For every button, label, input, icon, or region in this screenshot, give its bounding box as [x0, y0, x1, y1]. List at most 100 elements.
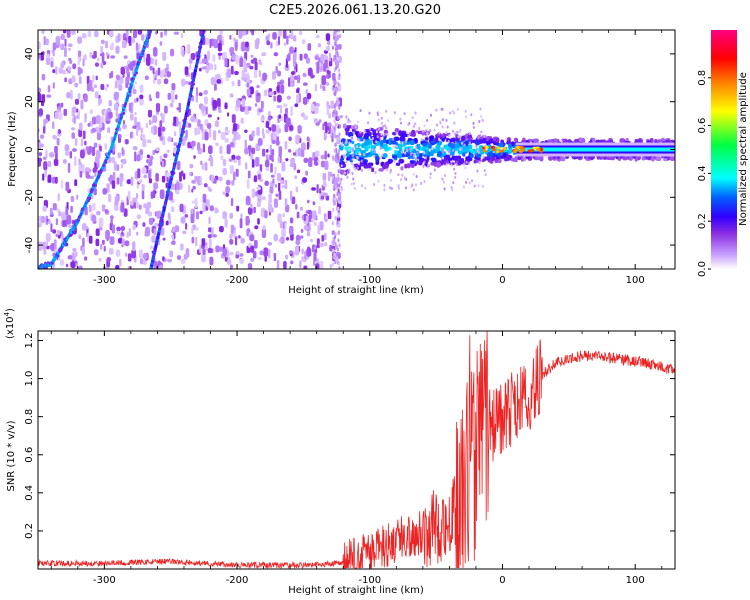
heatmap-cell — [331, 262, 334, 267]
heatmap-cell — [84, 206, 88, 216]
heatmap-cell — [411, 116, 414, 120]
heatmap-cell — [38, 142, 42, 150]
snr-frame — [37, 330, 676, 570]
heatmap-cell — [379, 137, 382, 141]
heatmap-cell — [209, 256, 214, 266]
heatmap-cell — [306, 231, 310, 237]
heatmap-cell — [114, 196, 119, 207]
heatmap-cell — [190, 94, 193, 98]
heatmap-cell — [159, 219, 163, 223]
heatmap-cell — [399, 117, 402, 121]
snr-scale-note: (x104) — [3, 308, 16, 339]
heatmap-cell — [237, 79, 241, 87]
heatmap-cell — [132, 125, 137, 129]
heatmap-cell — [426, 118, 429, 122]
heatmap-cell — [152, 67, 155, 74]
spectrogram-y-label: Frequency (Hz) — [7, 111, 18, 187]
heatmap-cell — [420, 158, 424, 163]
heatmap-cell — [311, 187, 316, 191]
heatmap-cell — [183, 116, 187, 120]
spectrogram-x-tick-label: 100 — [626, 275, 645, 286]
heatmap-cell — [268, 203, 273, 212]
heatmap-cell — [296, 88, 300, 94]
heatmap-cell — [120, 163, 124, 169]
heatmap-cell — [345, 141, 348, 145]
heatmap-cell — [34, 266, 37, 270]
heatmap-cell — [203, 30, 206, 33]
heatmap-cell — [212, 234, 217, 238]
heatmap-cell — [190, 80, 194, 84]
heatmap-cell — [86, 146, 89, 151]
heatmap-cell — [53, 158, 59, 167]
heatmap-cell — [58, 111, 63, 121]
heatmap-cell — [43, 118, 49, 124]
heatmap-cell — [345, 152, 350, 157]
heatmap-cell — [338, 124, 341, 129]
heatmap-cell — [122, 158, 127, 165]
heatmap-cell — [351, 172, 354, 176]
heatmap-cell — [409, 139, 416, 146]
heatmap-cell — [294, 75, 298, 80]
heatmap-cell — [451, 143, 456, 149]
heatmap-cell — [491, 148, 496, 152]
heatmap-cell — [42, 205, 47, 212]
heatmap-cell — [256, 186, 261, 191]
heatmap-cell — [69, 233, 73, 237]
heatmap-cell — [441, 125, 444, 129]
colorbar-tick-label: 0.2 — [697, 213, 708, 229]
heatmap-cell — [144, 226, 150, 237]
heatmap-cell — [451, 188, 454, 192]
heatmap-cell — [301, 142, 306, 151]
heatmap-cell — [49, 207, 53, 215]
heatmap-cell — [163, 30, 168, 36]
heatmap-cell — [414, 183, 417, 187]
heatmap-cell — [232, 123, 238, 132]
heatmap-cell — [404, 140, 407, 144]
heatmap-cell — [280, 236, 285, 244]
heatmap-cell — [159, 41, 163, 46]
heatmap-cell — [456, 107, 459, 111]
heatmap-cell — [471, 179, 474, 183]
heatmap-cell — [230, 65, 234, 75]
heatmap-cell — [322, 192, 328, 197]
heatmap-cell — [198, 45, 201, 49]
colorbar-tick-label: 0.6 — [697, 118, 708, 134]
heatmap-cell — [198, 42, 202, 46]
heatmap-cell — [669, 155, 675, 162]
heatmap-cell — [246, 178, 250, 189]
heatmap-cell — [325, 82, 330, 87]
heatmap-cell — [249, 65, 254, 70]
heatmap-cell — [287, 148, 292, 153]
heatmap-cell — [445, 118, 448, 122]
spectrogram-x-tick-label: -100 — [358, 275, 381, 286]
heatmap-cell — [188, 172, 192, 177]
heatmap-cell — [218, 54, 221, 60]
heatmap-cell — [363, 159, 367, 164]
heatmap-cell — [472, 121, 475, 125]
heatmap-cell — [125, 83, 129, 89]
heatmap-cell — [82, 130, 86, 140]
heatmap-cell — [121, 39, 127, 49]
heatmap-cell — [168, 217, 171, 225]
heatmap-cell — [277, 213, 282, 223]
heatmap-cell — [167, 149, 170, 153]
heatmap-cell — [97, 98, 103, 105]
heatmap-cell — [282, 213, 286, 218]
heatmap-cell — [31, 267, 34, 271]
heatmap-cell — [358, 138, 361, 142]
heatmap-cell — [385, 109, 388, 113]
heatmap-cell — [310, 74, 315, 79]
heatmap-cell — [152, 115, 158, 124]
heatmap-cell — [175, 94, 178, 100]
heatmap-cell — [124, 108, 127, 113]
heatmap-cell — [224, 102, 228, 110]
heatmap-cell — [192, 82, 195, 86]
heatmap-cell — [130, 113, 134, 121]
heatmap-cell — [232, 56, 235, 61]
heatmap-cell — [159, 155, 163, 162]
heatmap-cell — [89, 51, 92, 58]
heatmap-cell — [319, 221, 324, 231]
heatmap-cell — [154, 222, 159, 227]
heatmap-cell — [231, 114, 236, 124]
